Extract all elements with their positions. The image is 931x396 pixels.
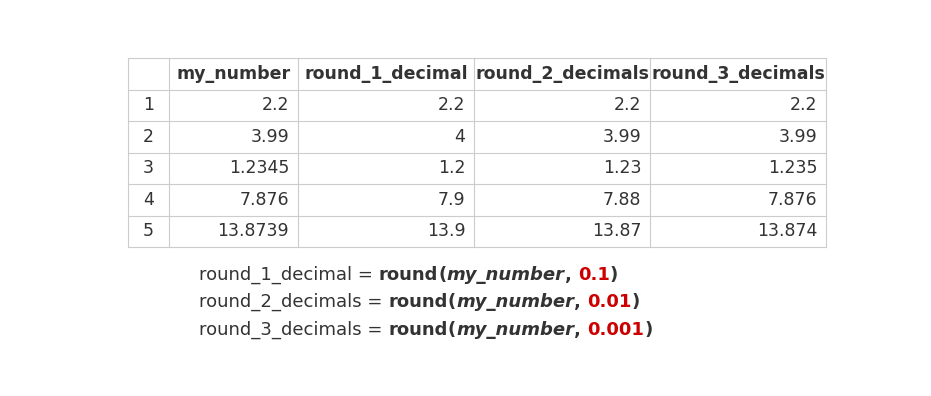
Text: 7.9: 7.9 xyxy=(438,191,466,209)
Text: 1.2: 1.2 xyxy=(438,160,466,177)
Text: 13.874: 13.874 xyxy=(757,223,817,240)
Text: 3.99: 3.99 xyxy=(602,128,641,146)
Text: 0.001: 0.001 xyxy=(587,321,644,339)
Text: 1.23: 1.23 xyxy=(603,160,641,177)
Text: ,: , xyxy=(574,293,587,311)
Text: 0.1: 0.1 xyxy=(578,266,610,284)
Text: 0.01: 0.01 xyxy=(587,293,631,311)
Text: ,: , xyxy=(564,266,578,284)
Text: 5: 5 xyxy=(142,223,154,240)
Text: round_2_decimals: round_2_decimals xyxy=(475,65,649,83)
Text: 3: 3 xyxy=(142,160,154,177)
Text: (: ( xyxy=(439,266,447,284)
Text: 3.99: 3.99 xyxy=(250,128,290,146)
Text: 13.87: 13.87 xyxy=(592,223,641,240)
Text: round_1_decimal =: round_1_decimal = xyxy=(199,266,379,284)
Text: round: round xyxy=(388,321,448,339)
Text: 1: 1 xyxy=(142,97,154,114)
Text: 7.876: 7.876 xyxy=(239,191,290,209)
Text: 2.2: 2.2 xyxy=(614,97,641,114)
Text: 13.8739: 13.8739 xyxy=(218,223,290,240)
Text: 4: 4 xyxy=(454,128,466,146)
Text: my_number: my_number xyxy=(456,293,574,311)
Text: round: round xyxy=(379,266,439,284)
Text: 1.2345: 1.2345 xyxy=(229,160,290,177)
Text: round: round xyxy=(388,293,448,311)
Text: (: ( xyxy=(448,321,456,339)
Text: round_3_decimals =: round_3_decimals = xyxy=(199,320,388,339)
Text: ): ) xyxy=(610,266,618,284)
Text: ): ) xyxy=(631,293,640,311)
Text: 2.2: 2.2 xyxy=(438,97,466,114)
Text: ,: , xyxy=(574,321,587,339)
Text: round_2_decimals =: round_2_decimals = xyxy=(199,293,388,311)
Text: my_number: my_number xyxy=(447,266,564,284)
Text: my_number: my_number xyxy=(176,65,290,83)
Text: 4: 4 xyxy=(142,191,154,209)
Text: 7.876: 7.876 xyxy=(768,191,817,209)
Text: round_1_decimal: round_1_decimal xyxy=(304,65,467,83)
Text: 2: 2 xyxy=(142,128,154,146)
Text: 13.9: 13.9 xyxy=(426,223,466,240)
Text: round_3_decimals: round_3_decimals xyxy=(652,65,825,83)
Text: ): ) xyxy=(644,321,653,339)
Text: 3.99: 3.99 xyxy=(779,128,817,146)
Text: (: ( xyxy=(448,293,456,311)
Text: 7.88: 7.88 xyxy=(603,191,641,209)
Text: my_number: my_number xyxy=(456,321,574,339)
Text: 2.2: 2.2 xyxy=(790,97,817,114)
Text: 1.235: 1.235 xyxy=(768,160,817,177)
Text: 2.2: 2.2 xyxy=(262,97,290,114)
